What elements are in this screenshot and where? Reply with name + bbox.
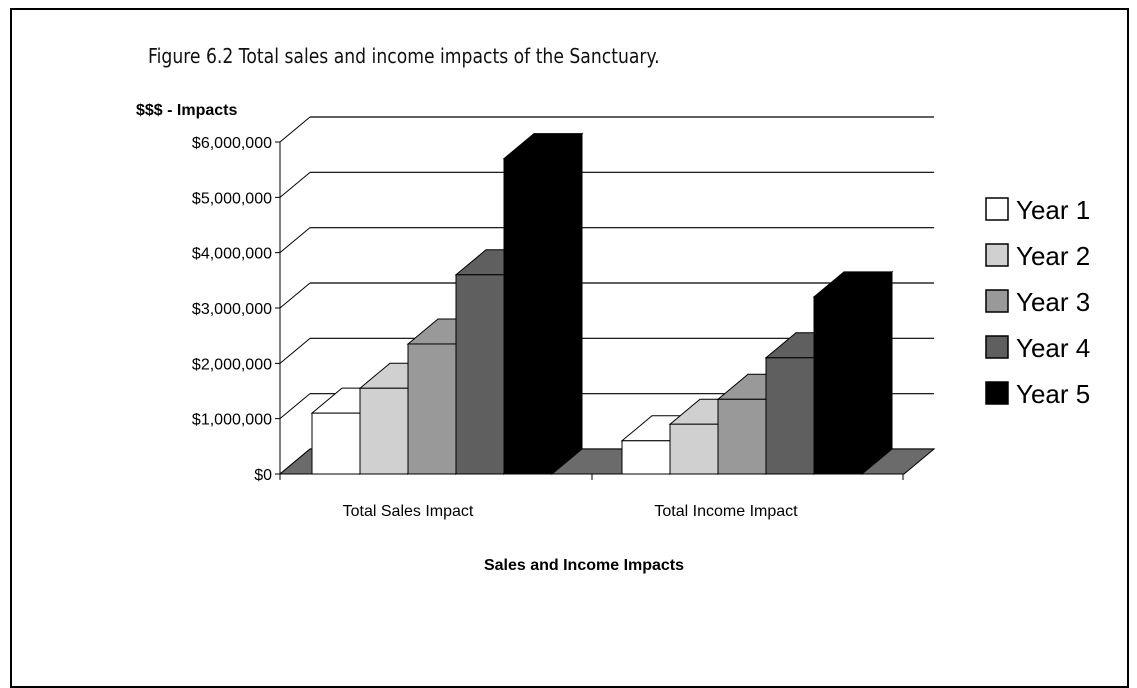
legend: Year 1 Year 2 Year 3 Year 4 Year 5	[985, 195, 1090, 409]
gridline-diagonal	[279, 337, 311, 364]
axes: $0 $1,000,000 $2,000,000 $3,000,000 $4,000,0…	[192, 135, 904, 520]
legend-label: Year 5	[1016, 379, 1090, 409]
legend-label: Year 4	[1016, 333, 1090, 363]
bar-side	[551, 132, 583, 476]
bars	[310, 132, 894, 476]
legend-swatch	[985, 289, 1009, 313]
x-axis-title: Sales and Income Impacts	[484, 557, 684, 574]
bar	[503, 158, 553, 475]
legend-swatch	[985, 197, 1009, 221]
bar	[717, 398, 767, 475]
bar	[621, 440, 671, 475]
x-tick-label: Total Income Impact	[654, 503, 798, 520]
bar	[455, 274, 505, 475]
bar	[359, 387, 409, 475]
gridline-diagonal	[279, 116, 311, 143]
bar-chart: $0 $1,000,000 $2,000,000 $3,000,000 $4,000,0…	[136, 102, 1090, 574]
y-tick-label: $0	[254, 467, 272, 484]
y-axis-title: $$$ - Impacts	[136, 102, 237, 119]
x-tick-label: Total Sales Impact	[343, 503, 474, 520]
bar-side	[861, 270, 893, 476]
legend-label: Year 1	[1016, 195, 1090, 225]
bar	[813, 296, 863, 475]
bar	[407, 343, 457, 475]
bar	[765, 357, 815, 475]
bar	[669, 423, 719, 475]
legend-swatch	[985, 243, 1009, 267]
legend-label: Year 3	[1016, 287, 1090, 317]
y-tick-label: $2,000,000	[192, 356, 272, 373]
gridline-diagonal	[279, 171, 311, 198]
gridline-diagonal	[279, 393, 311, 420]
figure-caption: Figure 6.2 Total sales and income impact…	[148, 44, 660, 68]
bar	[311, 412, 361, 475]
gridline-diagonal	[279, 282, 311, 309]
legend-swatch	[985, 381, 1009, 405]
y-tick-label: $5,000,000	[192, 190, 272, 207]
legend-swatch	[985, 335, 1009, 359]
gridline-diagonal	[279, 227, 311, 254]
y-tick-label: $1,000,000	[192, 412, 272, 429]
y-tick-label: $3,000,000	[192, 301, 272, 318]
y-tick-label: $6,000,000	[192, 135, 272, 152]
y-tick-label: $4,000,000	[192, 246, 272, 263]
legend-label: Year 2	[1016, 241, 1090, 271]
